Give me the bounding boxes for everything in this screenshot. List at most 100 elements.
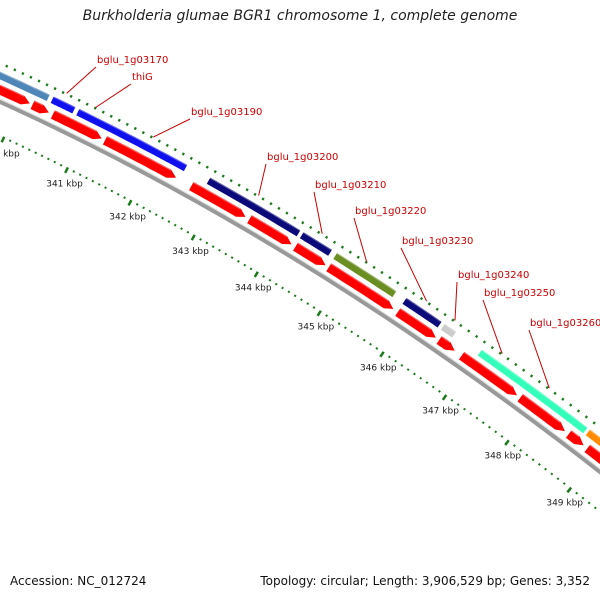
minor-scale-tick	[167, 220, 171, 223]
kbp-label: 349 kbp	[546, 499, 583, 509]
minor-tick	[529, 374, 534, 378]
leader-line	[454, 281, 458, 321]
minor-scale-tick	[306, 302, 310, 306]
minor-scale-tick	[59, 163, 63, 167]
minor-scale-tick	[180, 227, 183, 231]
minor-scale-tick	[550, 472, 554, 476]
map-title: Burkholderia glumae BGR1 chromosome 1, c…	[82, 8, 518, 24]
minor-tick	[165, 143, 169, 147]
minor-tick	[356, 255, 360, 259]
orf-arrow	[292, 241, 327, 266]
gene-label: bglu_1g03250	[484, 288, 555, 299]
minor-scale-tick	[312, 306, 316, 309]
orf-arrow-highlight	[399, 307, 432, 331]
minor-scale-tick	[400, 363, 404, 367]
orf-arrow	[246, 214, 293, 245]
minor-tick	[404, 286, 408, 290]
major-tick	[566, 486, 573, 494]
kbp-label: 340 kbp	[0, 149, 20, 159]
leader-line	[95, 83, 132, 108]
orf-arrow-highlight	[589, 444, 600, 454]
orf-arrow-highlight	[0, 84, 25, 97]
minor-scale-tick	[154, 213, 158, 217]
minor-scale-tick	[325, 314, 328, 317]
topology-text: Topology: circular; Length: 3,906,529 bp…	[260, 574, 590, 588]
orf-feature-track	[0, 83, 600, 465]
minor-scale-tick	[562, 482, 566, 485]
minor-scale-tick	[394, 359, 398, 363]
minor-scale-tick	[413, 372, 416, 376]
minor-tick	[380, 270, 384, 275]
minor-tick	[396, 281, 400, 285]
orf-arrow-highlight	[330, 262, 390, 302]
minor-tick	[324, 235, 329, 239]
minor-scale-tick	[274, 282, 278, 286]
orf-arrow-highlight	[251, 214, 288, 237]
minor-scale-tick	[581, 496, 585, 500]
kbp-label: 344 kbp	[235, 284, 272, 294]
leader-line	[313, 191, 323, 234]
orf-arrow	[0, 83, 31, 106]
minor-tick	[435, 307, 439, 311]
minor-tick	[522, 368, 526, 372]
minor-scale-tick	[91, 179, 95, 183]
cds-gene-highlight	[481, 349, 589, 429]
minor-tick	[61, 90, 65, 95]
kbp-label: 341 kbp	[46, 180, 83, 190]
minor-scale-tick	[8, 139, 12, 143]
minor-scale-tick	[481, 421, 485, 425]
minor-scale-tick	[456, 403, 460, 407]
minor-tick	[419, 296, 424, 301]
minor-tick	[261, 197, 265, 201]
minor-tick	[411, 291, 416, 295]
cds-gene-highlight	[443, 323, 457, 333]
minor-scale-tick	[438, 389, 441, 393]
minor-tick	[301, 221, 305, 225]
kbp-label: 346 kbp	[360, 363, 397, 373]
minor-tick	[21, 71, 25, 76]
minor-tick	[5, 64, 9, 68]
orf-arrow-highlight	[192, 181, 241, 210]
minor-tick	[109, 114, 113, 118]
minor-scale-tick	[34, 151, 37, 155]
minor-tick	[101, 110, 105, 114]
scale-tick-row: 340 kbp 341 kbp 342 kbp 343 kbp 344 kbp 345 k…	[0, 136, 597, 510]
minor-scale-tick	[469, 412, 473, 416]
minor-tick	[237, 183, 241, 187]
orf-arrow	[435, 335, 456, 352]
major-tick	[441, 394, 448, 401]
minor-tick	[482, 340, 487, 344]
minor-tick	[348, 250, 352, 254]
minor-scale-tick	[110, 189, 114, 193]
minor-tick	[189, 156, 193, 160]
minor-scale-tick	[47, 157, 50, 161]
major-tick	[379, 351, 385, 358]
minor-tick	[451, 318, 455, 322]
minor-scale-tick	[331, 318, 335, 322]
orf-arrow	[394, 307, 437, 339]
minor-scale-tick	[205, 241, 209, 245]
gene-label: bglu_1g03220	[355, 206, 426, 217]
minor-scale-tick	[300, 298, 303, 302]
orf-arrow	[188, 181, 247, 218]
orf-arrow-highlight	[33, 100, 44, 106]
minor-tick	[253, 192, 257, 196]
minor-tick	[285, 211, 289, 215]
minor-scale-tick	[500, 434, 504, 438]
orf-arrow-highlight	[522, 393, 561, 423]
minor-scale-tick	[531, 458, 535, 462]
leader-line	[400, 247, 428, 302]
cds-feature-track	[0, 70, 600, 448]
minor-tick	[213, 169, 217, 174]
minor-tick	[181, 152, 185, 156]
minor-scale-tick	[293, 294, 297, 298]
cds-gene-highlight	[302, 231, 333, 251]
minor-scale-tick	[281, 286, 284, 290]
gene-label: bglu_1g03260	[530, 318, 600, 329]
minor-scale-tick	[21, 145, 25, 149]
minor-tick	[514, 362, 518, 367]
gene-label-layer: bglu_1g03170 thiG bglu_1g03190 bglu_1g03200…	[66, 55, 600, 389]
minor-scale-tick	[142, 206, 145, 210]
minor-tick	[141, 131, 145, 135]
minor-tick	[13, 68, 17, 72]
